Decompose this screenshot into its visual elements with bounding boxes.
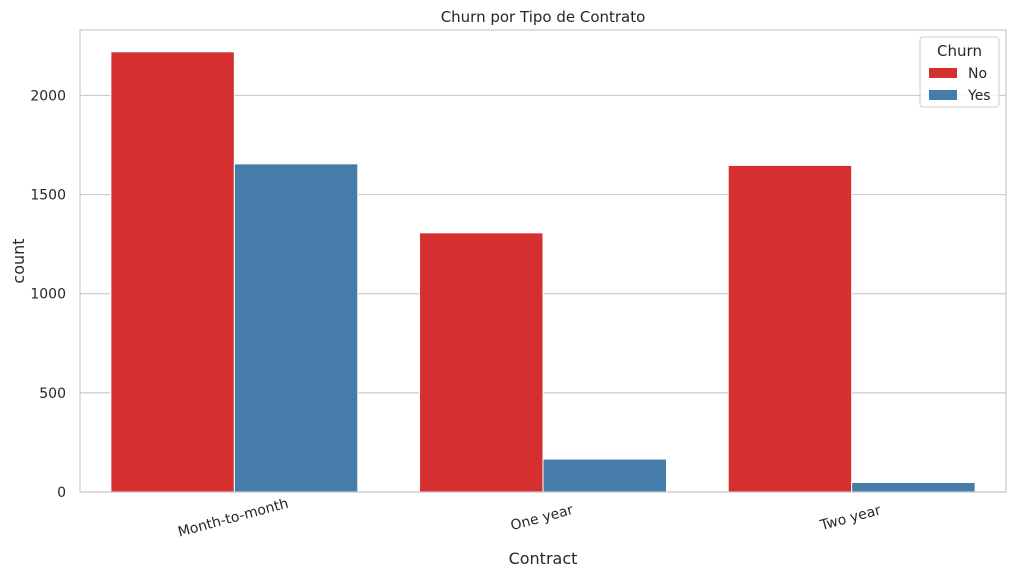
y-tick-label: 500 <box>39 386 66 402</box>
legend-swatch-yes <box>929 90 957 100</box>
legend-title: Churn <box>937 42 982 60</box>
bar-yes <box>233 163 359 493</box>
legend-items: No Yes <box>929 66 991 104</box>
bar-yes <box>851 481 976 493</box>
x-axis-label: Contract <box>509 549 578 568</box>
y-tick-label: 1000 <box>30 287 66 303</box>
bar-no <box>110 51 235 493</box>
bar-no <box>419 232 544 493</box>
chart-title: Churn por Tipo de Contrato <box>441 8 646 26</box>
x-tick-label: Month-to-month <box>176 496 290 541</box>
bars <box>110 51 976 493</box>
legend-label-yes: Yes <box>967 88 991 104</box>
y-tick-label: 1500 <box>30 188 66 204</box>
legend: Churn No Yes <box>919 36 1000 108</box>
y-tick-label: 2000 <box>30 88 66 104</box>
y-tick-label: 0 <box>57 485 66 501</box>
y-ticks: 0 500 1000 1500 2000 <box>30 88 66 501</box>
legend-box <box>919 36 1000 108</box>
x-ticks: Month-to-month One year Two year <box>176 496 883 541</box>
y-axis-label: count <box>9 238 28 283</box>
legend-label-no: No <box>968 66 987 82</box>
plot-frame <box>79 29 1007 493</box>
bar-no <box>727 164 853 493</box>
x-tick-label: One year <box>509 502 575 534</box>
legend-swatch-no <box>929 68 957 78</box>
x-tick-label: Two year <box>818 502 883 534</box>
bar-yes <box>542 458 667 493</box>
